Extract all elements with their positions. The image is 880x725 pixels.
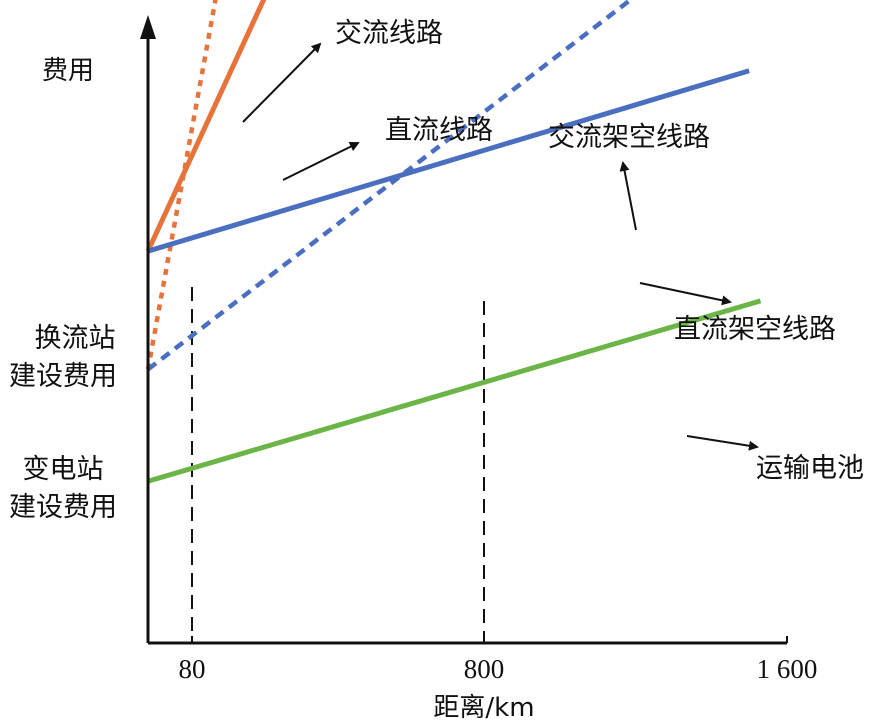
reference-lines-layer [191,287,485,643]
axes-layer [140,15,788,645]
dc-line-series [145,0,267,253]
y-side-label-ac_station: 建设费用 [9,492,117,523]
y-side-label-ac_station: 变电站 [23,454,104,485]
dc-line-label: 直流线路 [385,115,493,146]
dc-line-pointer-arrow [282,142,360,181]
battery-transport-pointer-arrow [686,435,759,451]
ac-overhead-series [146,0,635,372]
ac-line-series [145,0,218,370]
dc-overhead-series [147,68,750,254]
battery-transport-label: 运输电池 [756,453,864,484]
ac-line-label: 交流线路 [335,18,443,49]
x-tick-label: 1 600 [757,654,818,684]
y-side-label-dc_station: 换流站 [35,323,116,354]
ac-overhead-pointer-arrow [619,161,637,231]
y-axis-arrow-icon [140,15,156,39]
x-tick-label: 800 [464,654,505,684]
dc-overhead-pointer-arrow [639,282,732,306]
x-tick-label: 80 [179,654,206,684]
labels-layer: 80 800 1 600费用距离/km换流站建设费用变电站建设费用交流线路直流线路交… [9,18,864,723]
y-axis-label: 费用 [42,56,94,86]
ac-line-pointer-arrow [242,42,322,123]
y-side-label-dc_station: 建设费用 [9,361,117,392]
dc-overhead-label: 直流架空线路 [674,314,836,345]
series-layer [145,0,762,484]
battery-transport-series [147,298,762,484]
x-axis-label: 距离/km [433,693,534,723]
ac-overhead-label: 交流架空线路 [548,122,710,153]
